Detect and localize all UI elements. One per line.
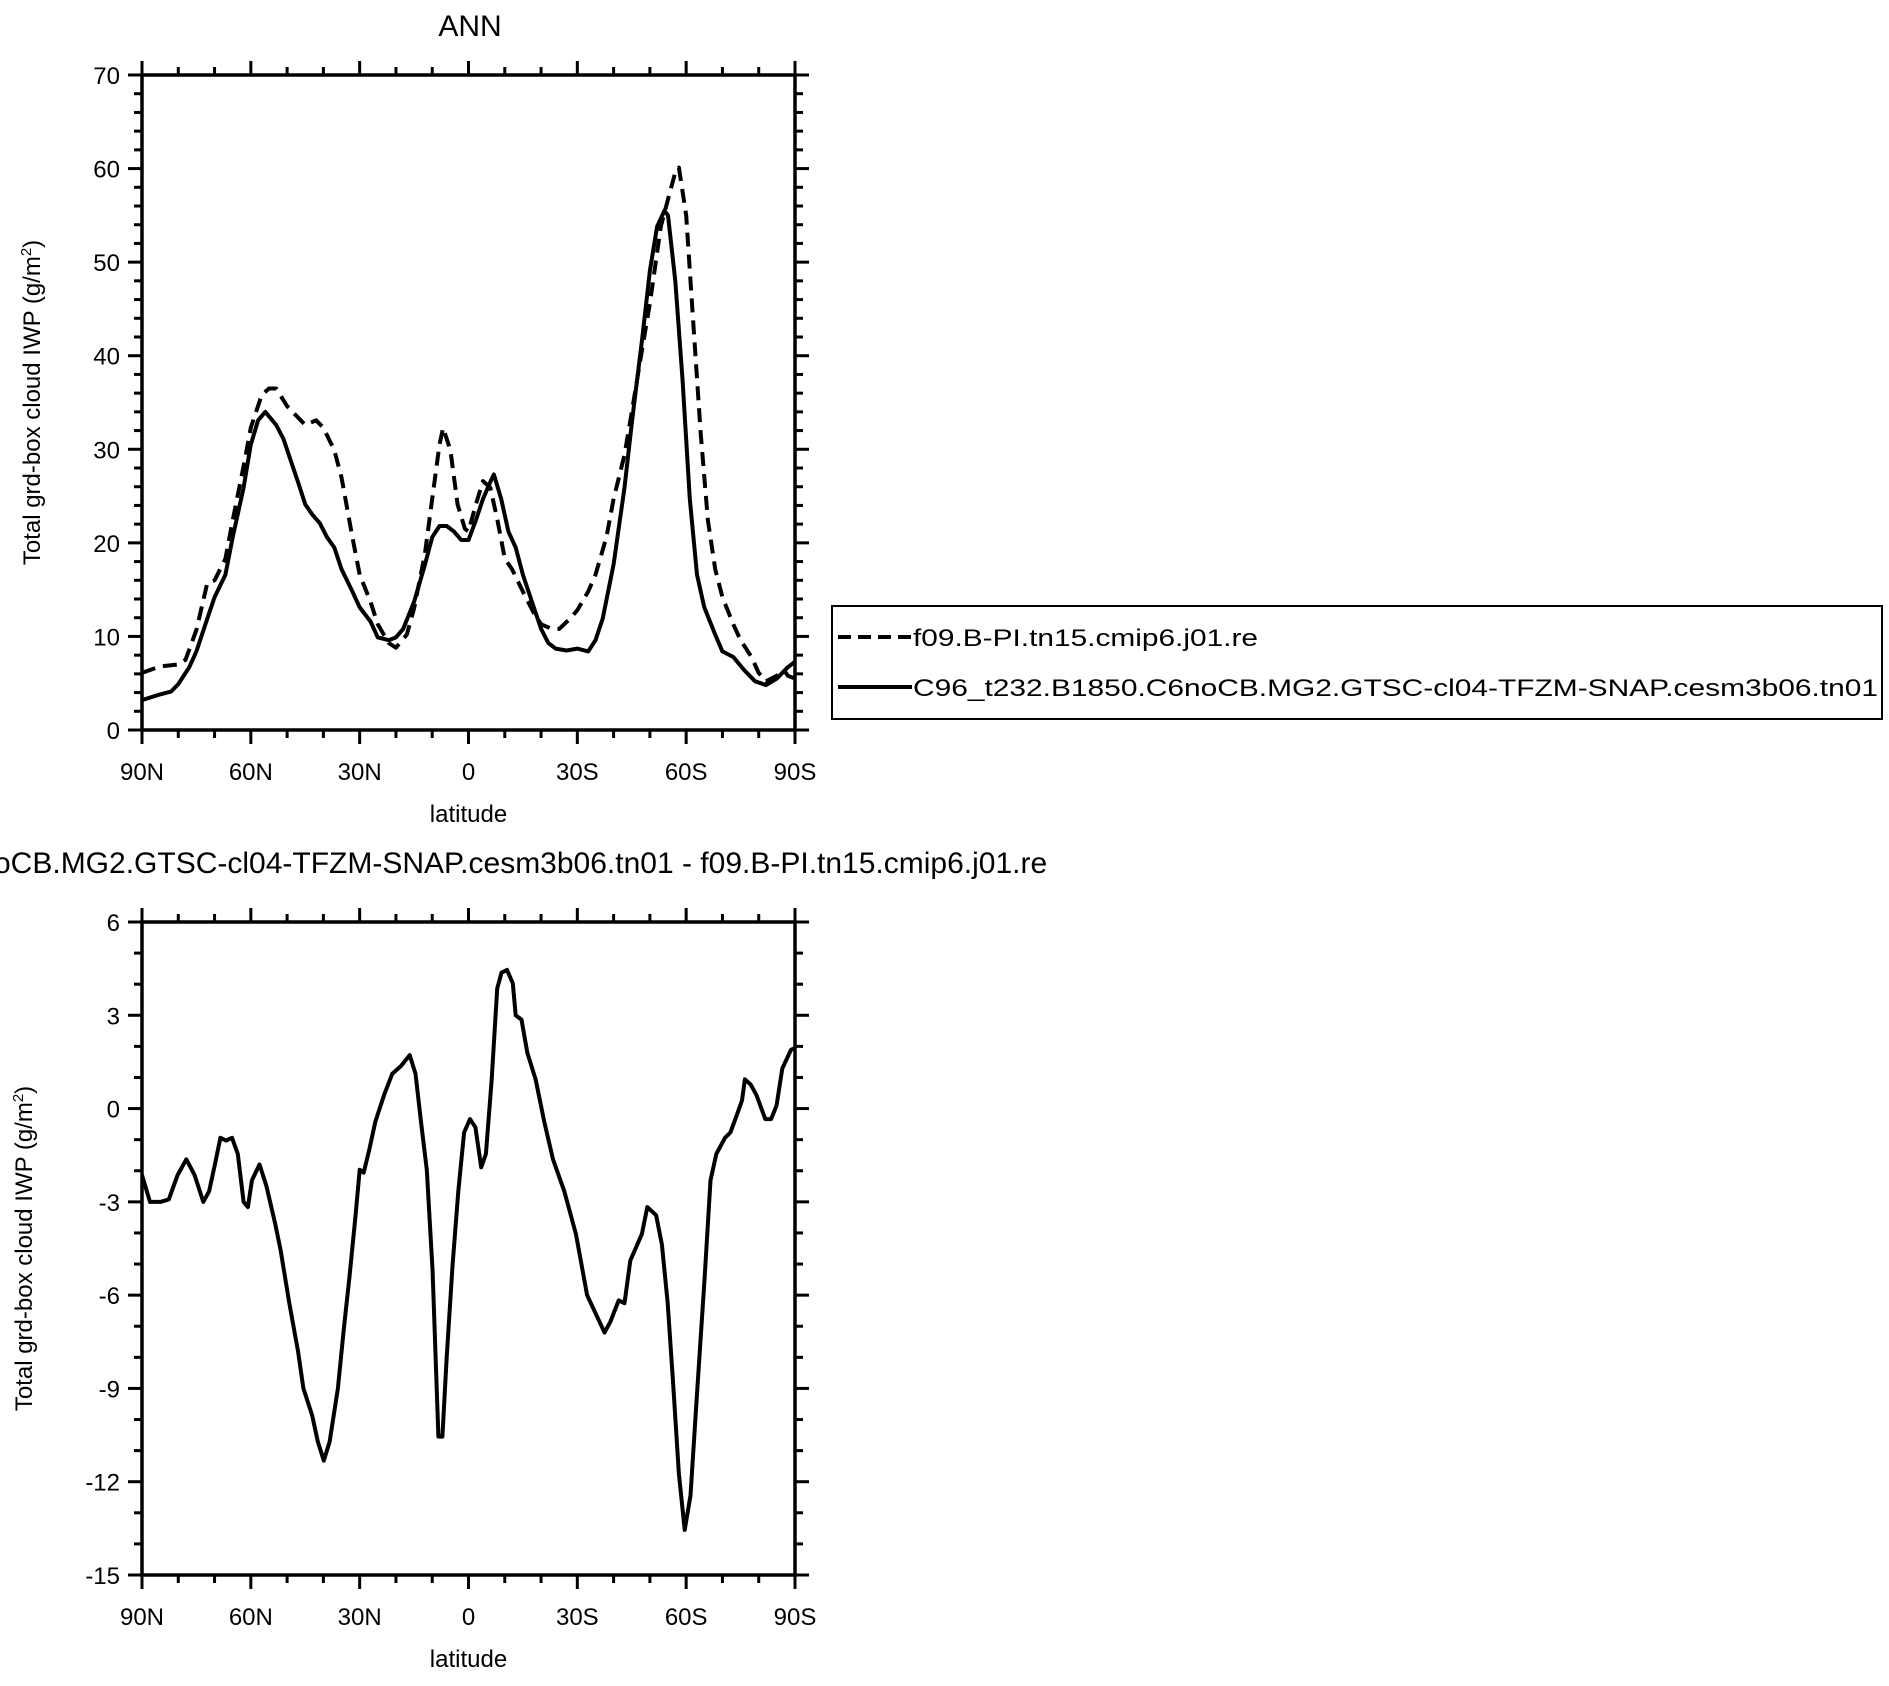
legend-label: C96_t232.B1850.C6noCB.MG2.GTSC-cl04-TFZM… <box>913 675 1878 702</box>
x-tick-label: 90N <box>120 759 164 786</box>
panel-2: oCB.MG2.GTSC-cl04-TFZM-SNAP.cesm3b06.tn0… <box>0 847 1047 1673</box>
plot-frame <box>140 920 797 1577</box>
y-axis-label: Total grd-box cloud IWP (g/m2) <box>18 240 46 565</box>
y-tick-label: 10 <box>93 624 120 651</box>
y-tick-label: -3 <box>99 1190 120 1217</box>
series-line-solid <box>142 208 795 703</box>
y-tick-label: -6 <box>99 1283 120 1310</box>
y-tick-label: -9 <box>99 1376 120 1403</box>
x-tick-label: 60N <box>229 1604 273 1631</box>
y-axis-label-superscript: 2 <box>18 248 35 256</box>
y-tick-label: 40 <box>93 344 120 371</box>
panel-1: ANN 90N 60N 30N 0 30S 60S 90S 0 10 20 30 40 50 60 70 lat… <box>18 10 1883 828</box>
y-tick-label: 50 <box>93 250 120 277</box>
y-tick-label: 3 <box>107 1003 120 1030</box>
x-tick-label: 30N <box>338 759 382 786</box>
y-tick-label: 20 <box>93 531 120 558</box>
y-tick-label: 60 <box>93 157 120 184</box>
y-tick-label: 0 <box>107 718 120 745</box>
x-tick-label: 30N <box>338 1604 382 1631</box>
x-tick-label: 0 <box>462 1604 475 1631</box>
legend-box <box>831 605 1883 720</box>
x-tick-label: 30S <box>556 759 599 786</box>
y-axis-label-superscript: 2 <box>10 1094 27 1102</box>
y-tick-label: 70 <box>93 63 120 90</box>
x-tick-label: 90S <box>774 1604 817 1631</box>
x-tick-label: 90S <box>774 759 817 786</box>
y-axis-label-end: ) <box>19 240 46 248</box>
series-line-dashed <box>142 165 795 684</box>
y-tick-label: 6 <box>107 910 120 937</box>
x-axis-label: latitude <box>430 801 507 828</box>
x-tick-label: 60S <box>665 759 708 786</box>
x-tick-label: 60N <box>229 759 273 786</box>
chart-title: oCB.MG2.GTSC-cl04-TFZM-SNAP.cesm3b06.tn0… <box>0 847 1047 880</box>
chart-title: ANN <box>438 10 501 43</box>
x-tick-label: 60S <box>665 1604 708 1631</box>
plot-frame <box>140 73 797 732</box>
x-tick-label: 30S <box>556 1604 599 1631</box>
series-line-solid <box>142 967 795 1532</box>
x-axis-label: latitude <box>430 1646 507 1673</box>
y-tick-label: -12 <box>85 1470 120 1497</box>
y-tick-label: -15 <box>85 1563 120 1590</box>
y-tick-label: 0 <box>107 1097 120 1124</box>
x-tick-label: 0 <box>462 759 475 786</box>
legend: f09.B-PI.tn15.cmip6.j01.re C96_t232.B1850… <box>831 605 1883 720</box>
y-axis-label: Total grd-box cloud IWP (g/m2) <box>10 1086 38 1411</box>
x-tick-label: 90N <box>120 1604 164 1631</box>
y-axis-label-end: ) <box>11 1086 38 1094</box>
legend-label: f09.B-PI.tn15.cmip6.j01.re <box>913 625 1258 652</box>
y-tick-label: 30 <box>93 437 120 464</box>
